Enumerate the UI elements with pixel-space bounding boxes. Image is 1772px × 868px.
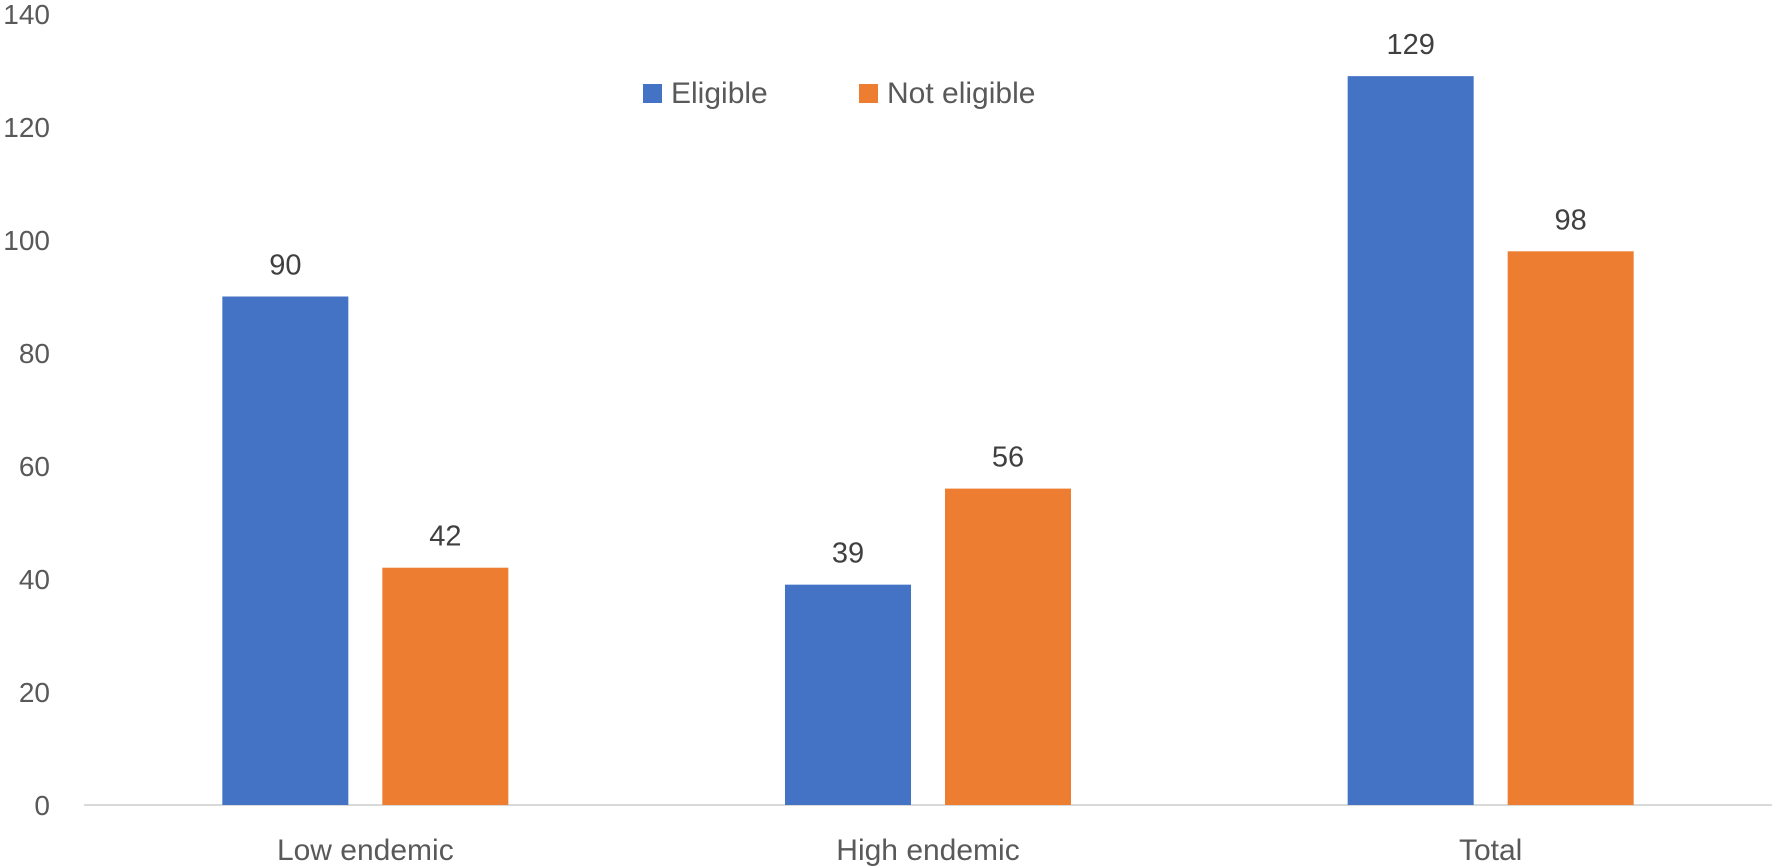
bar-not-eligible-total (1507, 251, 1634, 806)
legend-label: Eligible (671, 77, 768, 110)
data-label: 42 (429, 521, 461, 553)
bar-eligible-high-endemic (785, 584, 911, 805)
y-axis-ticks: 0 20 40 60 80 100 120 140 (3, 0, 50, 821)
y-tick-label: 0 (34, 790, 50, 821)
y-tick-label: 60 (19, 451, 50, 482)
legend-swatch (859, 84, 878, 103)
y-tick-label: 80 (19, 338, 50, 369)
data-label: 56 (992, 442, 1024, 474)
x-category-label: High endemic (836, 834, 1019, 867)
legend-swatch (643, 84, 662, 103)
data-label: 39 (832, 538, 864, 570)
x-category-label: Low endemic (277, 834, 454, 867)
bars (222, 76, 1634, 806)
data-labels: 90 42 39 56 129 98 (269, 29, 1587, 570)
data-label: 129 (1386, 29, 1434, 61)
legend: Eligible Not eligible (643, 77, 1035, 110)
y-tick-label: 140 (3, 0, 50, 30)
data-label: 90 (269, 250, 301, 282)
bar-eligible-low-endemic (222, 296, 349, 805)
bar-eligible-total (1347, 76, 1474, 805)
y-tick-label: 20 (19, 677, 50, 708)
data-label: 98 (1555, 204, 1587, 236)
bar-not-eligible-low-endemic (382, 567, 509, 805)
x-axis-categories: Low endemic High endemic Total (277, 834, 1522, 867)
y-tick-label: 40 (19, 564, 50, 595)
y-tick-label: 100 (3, 225, 50, 256)
x-category-label: Total (1459, 834, 1522, 867)
bar-not-eligible-high-endemic (945, 488, 1071, 805)
legend-label: Not eligible (887, 77, 1035, 110)
y-tick-label: 120 (3, 112, 50, 143)
